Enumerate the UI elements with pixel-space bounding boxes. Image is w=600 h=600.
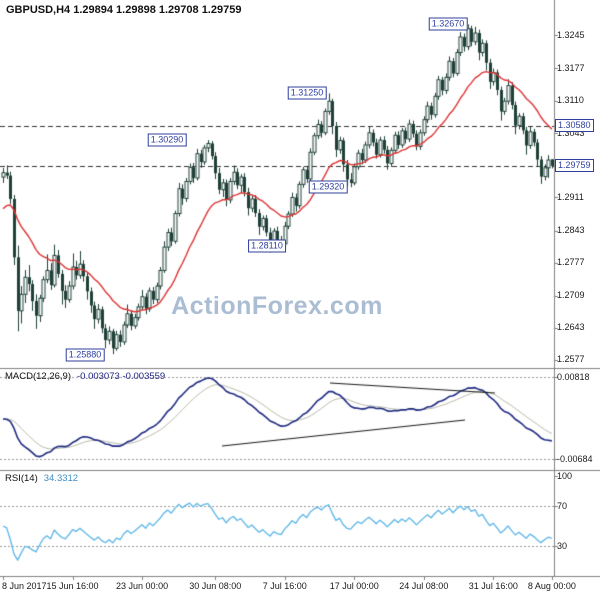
y-axis-label: 1.2843 <box>557 225 585 236</box>
rsi-axis-label: 70 <box>557 500 568 511</box>
y-axis-label: 1.3043 <box>557 127 585 138</box>
price-marker: 1.31250 <box>287 86 327 100</box>
y-axis-label: 1.2911 <box>557 191 584 202</box>
price-marker: 1.28110 <box>248 239 286 253</box>
macd-label: MACD(12,26,9) <box>5 371 71 382</box>
macd-values: -0.003073 -0.003559 <box>77 371 166 382</box>
rsi-axis-label: 30 <box>557 540 568 551</box>
price-marker: 1.25880 <box>65 348 105 362</box>
x-axis-label: 24 Jul 08:00 <box>399 581 449 591</box>
x-axis-label: 23 Jun 00:00 <box>116 581 169 591</box>
price-marker: 1.32670 <box>428 17 468 31</box>
y-axis-label: 1.3177 <box>557 62 585 73</box>
rsi-axis-label: 100 <box>557 470 573 481</box>
x-axis-label: 8 Jun 2017 <box>2 581 47 591</box>
y-axis-label: 1.2777 <box>557 257 585 268</box>
rsi-indicator-header: RSI(14) 34.3312 <box>5 473 78 484</box>
rsi-value: 34.3312 <box>43 473 79 484</box>
price-marker: 1.30290 <box>147 133 187 147</box>
price-level-badge: 1.29759 <box>555 159 594 173</box>
x-axis-label: 7 Jul 16:00 <box>262 581 307 591</box>
x-axis-label: 30 Jun 08:00 <box>189 581 242 591</box>
x-axis-label: 31 Jul 16:00 <box>468 581 518 591</box>
price-marker: 1.29320 <box>308 180 348 194</box>
y-axis-label: 1.3110 <box>557 95 584 106</box>
rsi-label: RSI(14) <box>5 473 38 484</box>
y-axis-label: 1.2643 <box>557 322 585 333</box>
x-axis-label: 17 Jul 00:00 <box>329 581 379 591</box>
macd-indicator-header: MACD(12,26,9) -0.003073 -0.003559 <box>5 371 165 382</box>
chart-title: GBPUSD,H4 1.29894 1.29898 1.29708 1.2975… <box>6 4 242 16</box>
macd-axis-label: -0.00684 <box>557 453 593 464</box>
price-level-badge: 1.30580 <box>555 119 594 133</box>
macd-axis-label: 0.00818 <box>557 371 590 382</box>
y-axis-label: 1.2709 <box>557 290 585 301</box>
y-axis-label: 1.2577 <box>557 354 585 365</box>
x-axis-label: 15 Jun 16:00 <box>46 581 99 591</box>
x-axis-label: 8 Aug 00:00 <box>527 581 576 591</box>
y-axis-label: 1.3245 <box>557 29 585 40</box>
